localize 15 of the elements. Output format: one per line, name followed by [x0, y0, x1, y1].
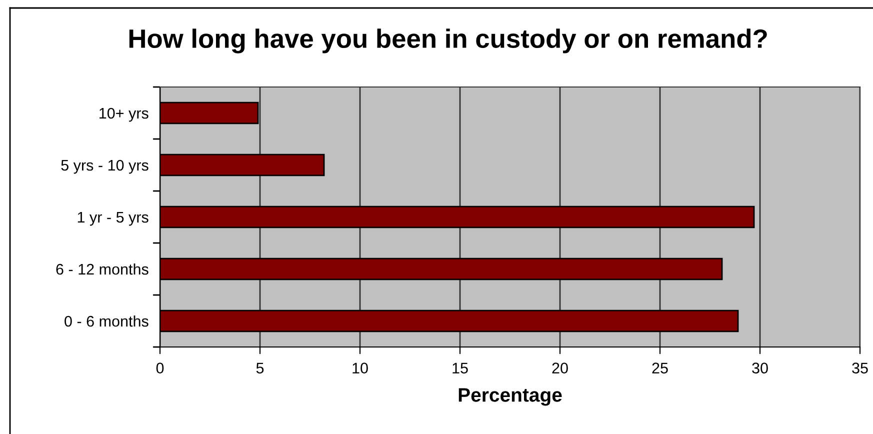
- x-tick-label: 5: [256, 362, 264, 374]
- x-tick-label: 10: [352, 362, 368, 374]
- y-tick-label: 5 yrs - 10 yrs: [61, 160, 148, 174]
- x-tick-label: 35: [852, 362, 868, 374]
- y-tick-label: 0 - 6 months: [64, 315, 148, 327]
- y-tick-label: 10+ yrs: [100, 108, 148, 122]
- x-axis-title: Percentage: [458, 388, 562, 406]
- x-tick-label: 15: [452, 362, 468, 374]
- y-tick-label: 1 yr - 5 yrs: [78, 212, 148, 226]
- chart-title: How long have you been in custody or on remand?: [129, 28, 767, 54]
- x-tick-label: 30: [752, 362, 768, 374]
- x-tick-label: 0: [156, 362, 164, 374]
- y-tick-label: 6 - 12 months: [56, 263, 148, 275]
- x-tick-label: 20: [552, 362, 568, 374]
- x-tick-label: 25: [652, 362, 668, 374]
